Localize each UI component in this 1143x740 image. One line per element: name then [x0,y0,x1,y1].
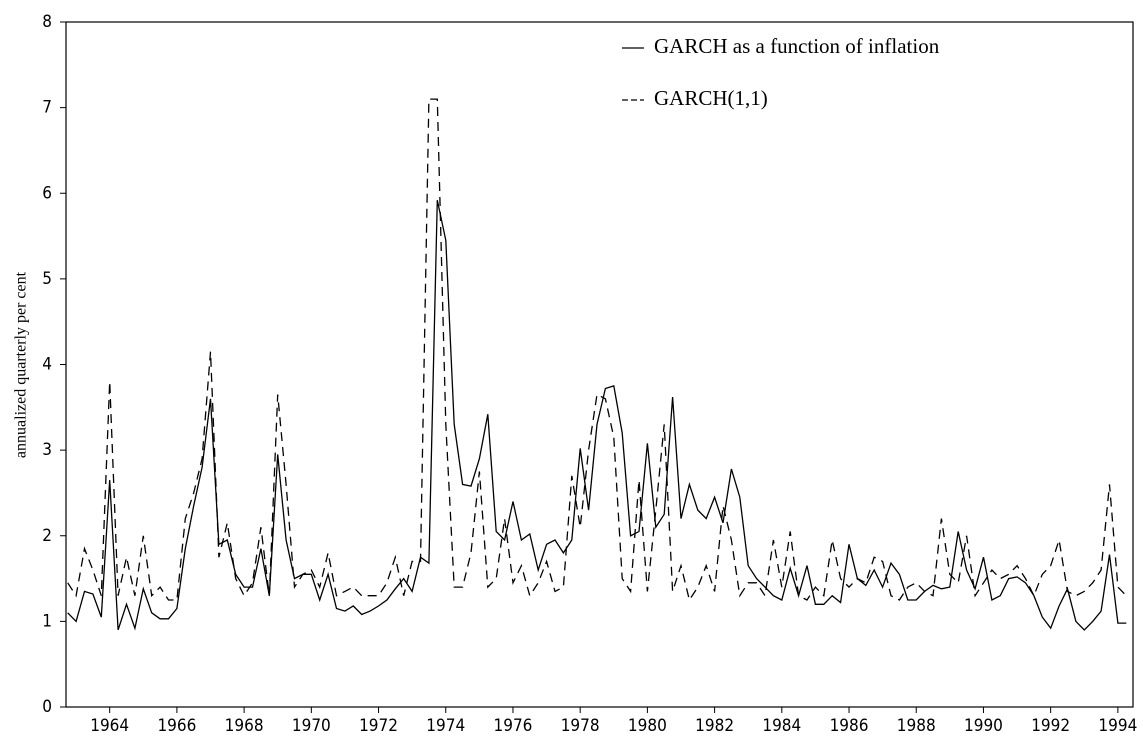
x-tick-label: 1964 [90,716,129,736]
y-axis-label: annualized quarterly per cent [13,271,30,458]
y-tick-label: 2 [42,526,52,546]
y-tick-label: 8 [42,12,52,32]
x-tick-label: 1994 [1098,716,1137,736]
x-tick-label: 1982 [695,716,734,736]
x-tick-label: 1990 [964,716,1003,736]
x-tick-label: 1976 [494,716,533,736]
legend-label: GARCH as a function of inflation [654,34,940,58]
x-tick-label: 1986 [830,716,869,736]
legend-label: GARCH(1,1) [654,86,768,110]
x-tick-label: 1984 [762,716,801,736]
y-tick-label: 4 [42,355,52,375]
x-tick-label: 1968 [225,716,264,736]
series-line [67,199,1127,631]
x-tick-label: 1978 [561,716,600,736]
x-tick-label: 1992 [1031,716,1070,736]
x-tick-label: 1966 [157,716,196,736]
x-tick-label: 1980 [628,716,667,736]
x-tick-label: 1972 [359,716,398,736]
y-tick-label: 3 [42,440,52,460]
series-line [67,98,1127,602]
x-tick-label: 1970 [292,716,331,736]
y-tick-label: 5 [42,269,52,289]
x-tick-label: 1974 [426,716,465,736]
x-tick-label: 1988 [897,716,936,736]
y-tick-label: 7 [42,98,52,118]
plot-frame [65,21,1134,708]
y-tick-label: 1 [42,611,52,631]
y-tick-label: 0 [42,697,52,717]
y-tick-label: 6 [42,183,52,203]
